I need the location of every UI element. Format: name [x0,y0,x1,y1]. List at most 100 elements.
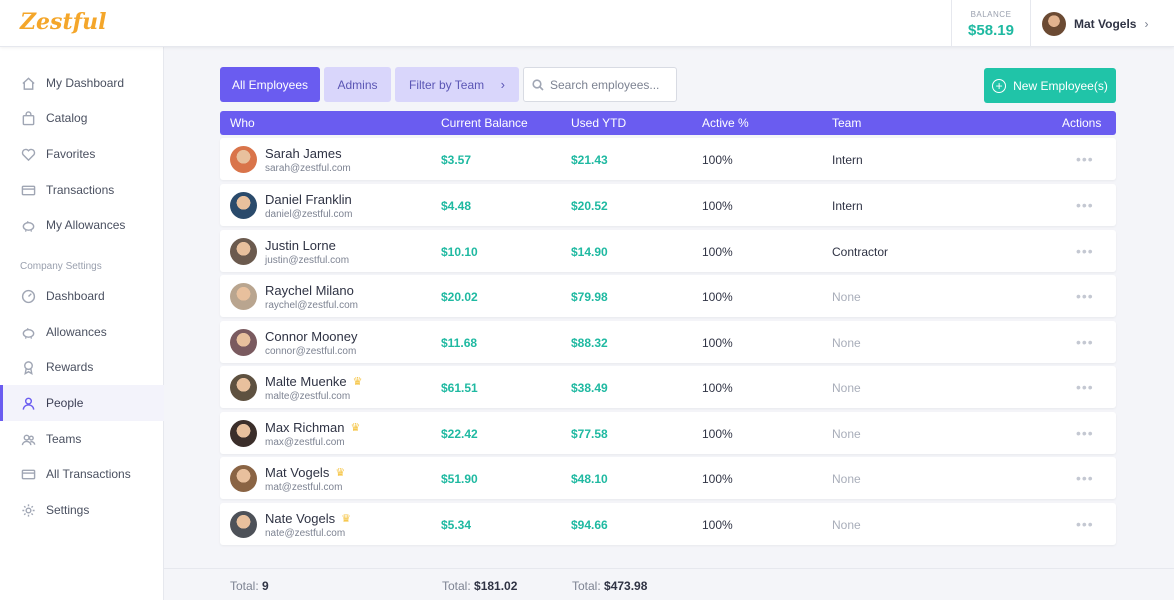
current-balance: $22.42 [441,427,478,441]
more-actions-icon[interactable]: ••• [1076,470,1094,486]
current-balance: $10.10 [441,245,478,259]
used-ytd: $48.10 [571,472,608,486]
active-percent: 100% [702,381,733,395]
more-actions-icon[interactable]: ••• [1076,151,1094,167]
search-input[interactable] [550,77,670,92]
employee-email: daniel@zestful.com [265,209,353,220]
new-employee-label: New Employee(s) [1013,78,1108,93]
more-actions-icon[interactable]: ••• [1076,379,1094,395]
employee-email: mat@zestful.com [265,482,343,493]
sidebar-item-label: Favorites [46,147,96,161]
used-ytd: $94.66 [571,518,608,532]
user-name: Mat Vogels [1074,17,1137,31]
sidebar-item-label: All Transactions [46,467,131,481]
employee-name[interactable]: Raychel Milano [265,283,354,298]
used-ytd: $77.58 [571,427,608,441]
chevron-right-icon: › [1144,17,1149,31]
card-icon [20,466,36,482]
total-used: Total: $473.98 [572,579,648,593]
balance-value: $58.19 [968,22,1014,39]
sidebar-item-transactions[interactable]: Transactions [0,172,164,208]
column-header-used-ytd[interactable]: Used YTD [571,116,627,130]
sidebar-item-catalog[interactable]: Catalog [0,100,164,136]
employee-name[interactable]: Mat Vogels ♛ [265,465,345,480]
employee-name[interactable]: Daniel Franklin [265,192,352,207]
table-row[interactable]: Justin Lorne justin@zestful.com $10.10 $14.… [220,230,1116,272]
current-balance: $11.68 [441,336,478,350]
table-row[interactable]: Max Richman ♛ max@zestful.com $22.42 $77.58 1… [220,412,1116,454]
employee-name[interactable]: Malte Muenke ♛ [265,374,363,389]
employee-email: nate@zestful.com [265,528,346,539]
sidebar-item-my-dashboard[interactable]: My Dashboard [0,65,164,101]
column-header-current-balance[interactable]: Current Balance [441,116,528,130]
table-row[interactable]: Mat Vogels ♛ mat@zestful.com $51.90 $48.10 10… [220,457,1116,499]
tab-all-employees[interactable]: All Employees [220,67,320,102]
current-balance: $3.57 [441,153,472,167]
sidebar-item-label: People [46,396,84,410]
total-balance: Total: $181.02 [442,579,518,593]
employee-name-text: Nate Vogels [265,511,336,526]
table-row[interactable]: Raychel Milano raychel@zestful.com $20.02 $… [220,275,1116,317]
more-actions-icon[interactable]: ••• [1076,425,1094,441]
sidebar: My Dashboard Catalog Favorites Transacti… [0,47,164,600]
current-balance: $4.48 [441,199,472,213]
sidebar-item-allowances[interactable]: Allowances [0,314,164,350]
employee-name[interactable]: Sarah James [265,146,342,161]
crown-icon: ♛ [341,513,351,525]
used-ytd: $38.49 [571,381,608,395]
used-ytd: $79.98 [571,290,608,304]
table-row[interactable]: Nate Vogels ♛ nate@zestful.com $5.34 $94.66 1… [220,503,1116,545]
table-row[interactable]: Malte Muenke ♛ malte@zestful.com $61.51 $38.… [220,366,1116,408]
sidebar-item-favorites[interactable]: Favorites [0,136,164,172]
table-header: Who Current Balance Used YTD Active % Te… [220,111,1116,135]
table-row[interactable]: Daniel Franklin daniel@zestful.com $4.48 $2… [220,184,1116,226]
team-name: Intern [832,199,863,213]
employee-name-text: Mat Vogels [265,465,330,480]
avatar [1042,12,1066,36]
piggy-bank-icon [20,324,36,340]
sidebar-item-my-allowances[interactable]: My Allowances [0,207,164,243]
employee-name[interactable]: Justin Lorne [265,238,336,253]
app-logo[interactable]: Zestful [20,9,107,35]
team-icon [20,431,36,447]
current-balance: $5.34 [441,518,472,532]
tab-admins[interactable]: Admins [324,67,391,102]
more-actions-icon[interactable]: ••• [1076,243,1094,259]
table-row[interactable]: Connor Mooney connor@zestful.com $11.68 $88… [220,321,1116,363]
more-actions-icon[interactable]: ••• [1076,334,1094,350]
sidebar-item-settings[interactable]: Settings [0,492,164,528]
used-ytd: $88.32 [571,336,608,350]
sidebar-item-all-transactions[interactable]: All Transactions [0,456,164,492]
avatar [230,420,257,447]
user-menu[interactable]: Mat Vogels › [1042,12,1148,36]
sidebar-item-label: My Allowances [46,218,126,232]
avatar [230,146,257,173]
totals-bar: Total: 9 Total: $181.02 Total: $473.98 [164,568,1174,600]
bag-icon [20,110,36,126]
sidebar-item-people[interactable]: People [0,385,164,421]
more-actions-icon[interactable]: ••• [1076,197,1094,213]
current-balance: $51.90 [441,472,478,486]
employee-name[interactable]: Max Richman ♛ [265,420,360,435]
chevron-right-icon: › [500,77,505,92]
employee-name-text: Sarah James [265,146,342,161]
more-actions-icon[interactable]: ••• [1076,516,1094,532]
balance-label: BALANCE [970,10,1012,19]
column-header-who[interactable]: Who [230,116,255,130]
gauge-icon [20,288,36,304]
new-employee-button[interactable]: + New Employee(s) [984,68,1116,103]
sidebar-item-label: Catalog [46,111,88,125]
sidebar-item-teams[interactable]: Teams [0,421,164,457]
sidebar-section-label: Company Settings [20,261,102,272]
sidebar-item-rewards[interactable]: Rewards [0,349,164,385]
filter-by-team-button[interactable]: Filter by Team › [395,67,519,102]
person-icon [20,395,36,411]
column-header-team[interactable]: Team [832,116,862,130]
table-row[interactable]: Sarah James sarah@zestful.com $3.57 $21.43 1… [220,138,1116,180]
sidebar-item-label: My Dashboard [46,76,125,90]
employee-name[interactable]: Connor Mooney [265,329,358,344]
sidebar-item-dashboard[interactable]: Dashboard [0,278,164,314]
column-header-active[interactable]: Active % [702,116,749,130]
employee-name[interactable]: Nate Vogels ♛ [265,511,351,526]
more-actions-icon[interactable]: ••• [1076,288,1094,304]
